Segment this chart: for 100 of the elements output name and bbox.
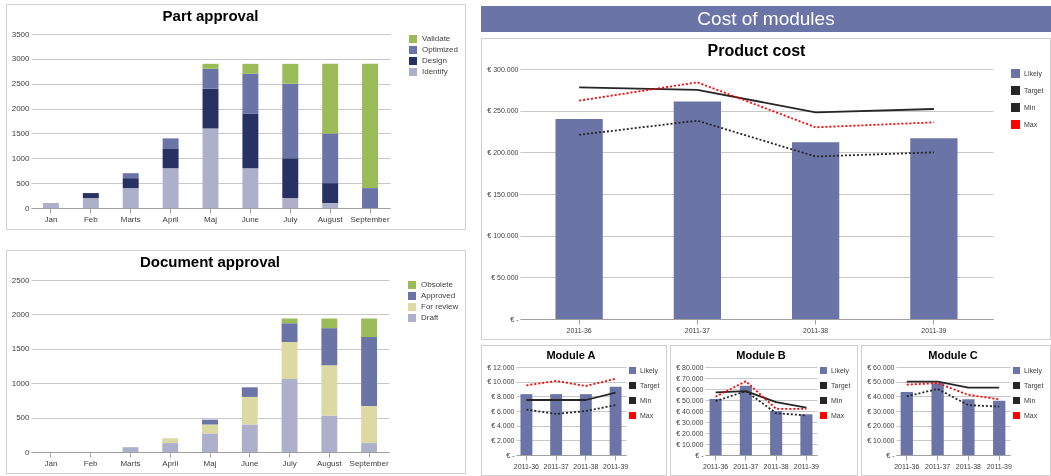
bar: [282, 158, 299, 199]
chart-title: Module B: [736, 349, 786, 361]
chart-title: Module C: [928, 349, 978, 361]
x-tick-label: July: [282, 458, 297, 468]
bar: [321, 415, 338, 452]
bar: [282, 63, 299, 84]
line-series: [905, 382, 1001, 401]
line-series: [578, 86, 935, 114]
bar: [82, 198, 99, 208]
bar: [162, 443, 179, 452]
bar: [242, 73, 259, 114]
bar: [122, 173, 139, 179]
y-tick-label: 500: [16, 413, 31, 423]
bar: [162, 148, 179, 169]
bar: [241, 387, 258, 397]
y-tick-label: 500: [16, 178, 31, 188]
bar: [242, 113, 259, 169]
y-tick-label: 2000: [11, 104, 31, 114]
bar: [361, 405, 378, 444]
bar: [910, 138, 958, 319]
bar: [281, 341, 298, 380]
bar: [242, 168, 259, 208]
bar: [931, 383, 944, 455]
legend-label: Approved: [421, 291, 456, 300]
bar: [202, 63, 219, 69]
line-series: [714, 390, 808, 417]
bar: [322, 183, 339, 204]
bar: [202, 128, 219, 208]
bar: [282, 198, 299, 208]
bar: [122, 188, 139, 208]
y-tick-label: 3500: [11, 29, 31, 39]
bar: [770, 411, 783, 455]
bar: [281, 323, 298, 342]
x-tick-label: Marts: [120, 214, 141, 224]
bar: [162, 438, 179, 444]
x-tick-label: April: [162, 214, 179, 224]
bar: [42, 203, 59, 208]
x-tick-label: Maj: [204, 214, 218, 224]
bar: [162, 138, 179, 149]
bar: [322, 133, 339, 184]
bar: [361, 318, 378, 338]
legend-label: Validate: [422, 34, 451, 43]
chart-title: Part approval: [162, 7, 259, 24]
x-tick-label: September: [350, 214, 390, 224]
line-series: [905, 388, 1001, 408]
x-tick-label: August: [317, 214, 344, 224]
line-series: [525, 404, 617, 415]
bar: [555, 119, 603, 319]
text: Cost of modules: [481, 6, 1051, 32]
bar: [322, 63, 339, 134]
bar: [241, 396, 258, 425]
y-tick-label: 1000: [11, 153, 31, 163]
x-tick-label: June: [241, 458, 259, 468]
bar: [362, 63, 379, 189]
y-tick-label: 1500: [11, 344, 31, 354]
line-series: [578, 119, 935, 158]
bar: [322, 203, 339, 208]
bar: [673, 101, 722, 319]
x-tick-label: Feb: [83, 458, 99, 468]
x-tick-label: Jan: [44, 458, 58, 468]
bar: [241, 424, 258, 452]
bar: [361, 443, 378, 452]
legend-label: Draft: [421, 313, 440, 322]
bar: [282, 83, 299, 159]
bar: [202, 424, 218, 434]
bar: [242, 63, 259, 74]
chart-title: Document approval: [139, 253, 281, 270]
x-tick-label: August: [316, 458, 343, 468]
y-tick-label: 3000: [11, 54, 31, 64]
bar: [709, 398, 722, 455]
legend-label: Identify: [422, 67, 448, 76]
bar: [739, 385, 752, 455]
bar: [321, 328, 338, 366]
bar: [800, 414, 813, 455]
bar: [122, 447, 139, 452]
legend-label: Design: [422, 56, 447, 65]
bar: [281, 379, 298, 452]
y-tick-label: 1500: [11, 128, 31, 138]
x-tick-label: April: [162, 458, 179, 468]
bar: [321, 318, 338, 329]
y-tick-label: 2500: [11, 275, 31, 285]
chart-title: Product cost: [707, 42, 807, 59]
bar: [162, 168, 179, 208]
bar: [122, 178, 139, 189]
bar: [82, 193, 99, 199]
x-tick-label: Maj: [203, 458, 217, 468]
line-series: [525, 377, 617, 387]
legend-label: Optimized: [422, 45, 459, 54]
bar: [321, 365, 338, 416]
bar: [791, 142, 840, 319]
bar: [202, 88, 219, 129]
x-tick-label: Feb: [83, 214, 99, 224]
line-series: [578, 81, 935, 129]
bar: [962, 399, 975, 455]
bar: [361, 337, 378, 406]
x-tick-label: June: [241, 214, 260, 224]
x-tick-label: Jan: [44, 214, 58, 224]
legend-label: Obsolete: [421, 280, 454, 289]
y-tick-label: 2000: [11, 309, 31, 319]
y-tick-label: 0: [25, 447, 31, 457]
